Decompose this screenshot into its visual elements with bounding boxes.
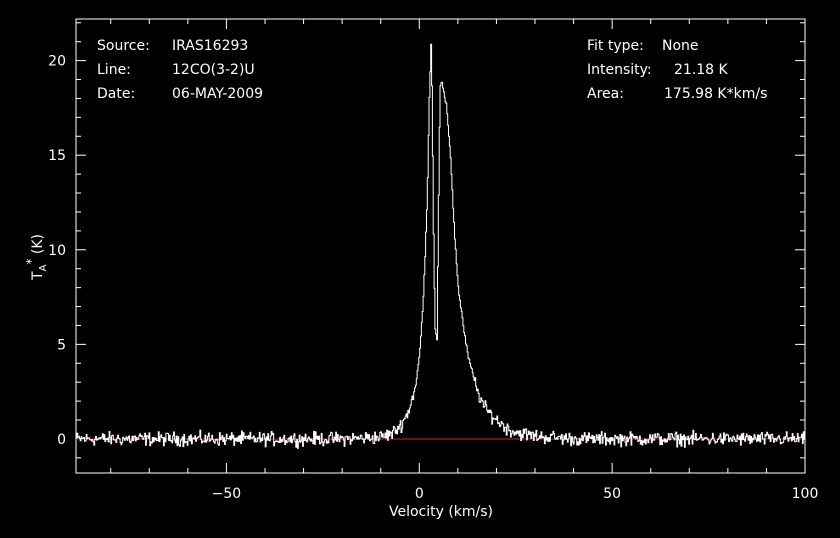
source-label: Source:	[97, 38, 150, 54]
line-value: 12CO(3-2)U	[172, 62, 255, 78]
y-label-sup: *	[24, 259, 38, 265]
y-label-sub: A	[38, 264, 49, 271]
y-tick-label: 20	[48, 54, 66, 70]
y-tick-label: 15	[48, 148, 66, 164]
fit-type-label: Fit type:	[587, 38, 644, 54]
area-label: Area:	[587, 86, 624, 102]
y-tick-label: 5	[57, 337, 66, 353]
y-tick-label: 0	[57, 432, 66, 448]
line-label: Line:	[97, 62, 131, 78]
x-tick-label: 0	[415, 486, 424, 502]
source-value: IRAS16293	[172, 38, 248, 54]
date-label: Date:	[97, 86, 135, 102]
axis-ticks	[76, 19, 806, 473]
y-label-unit: (K)	[30, 234, 46, 254]
intensity-label: Intensity:	[587, 62, 652, 78]
y-axis-label: TA* (K)	[24, 234, 49, 281]
x-axis-label: Velocity (km/s)	[389, 504, 493, 520]
date-value: 06-MAY-2009	[172, 86, 263, 102]
area-value: 175.98 K*km/s	[664, 86, 767, 102]
intensity-value: 21.18 K	[674, 62, 729, 78]
y-tick-label: 10	[48, 243, 66, 259]
spectrum-line	[76, 43, 806, 449]
y-label-main: T	[30, 271, 46, 281]
plot-frame	[75, 18, 806, 474]
svg-text:TA* (K): TA* (K)	[24, 234, 49, 281]
x-tick-label: −50	[212, 486, 242, 502]
tick-labels: −50 0 50 100 0 5 10 15 20	[48, 54, 818, 502]
fit-type-value: None	[662, 38, 699, 54]
x-tick-label: 50	[603, 486, 621, 502]
x-tick-label: 100	[792, 486, 819, 502]
